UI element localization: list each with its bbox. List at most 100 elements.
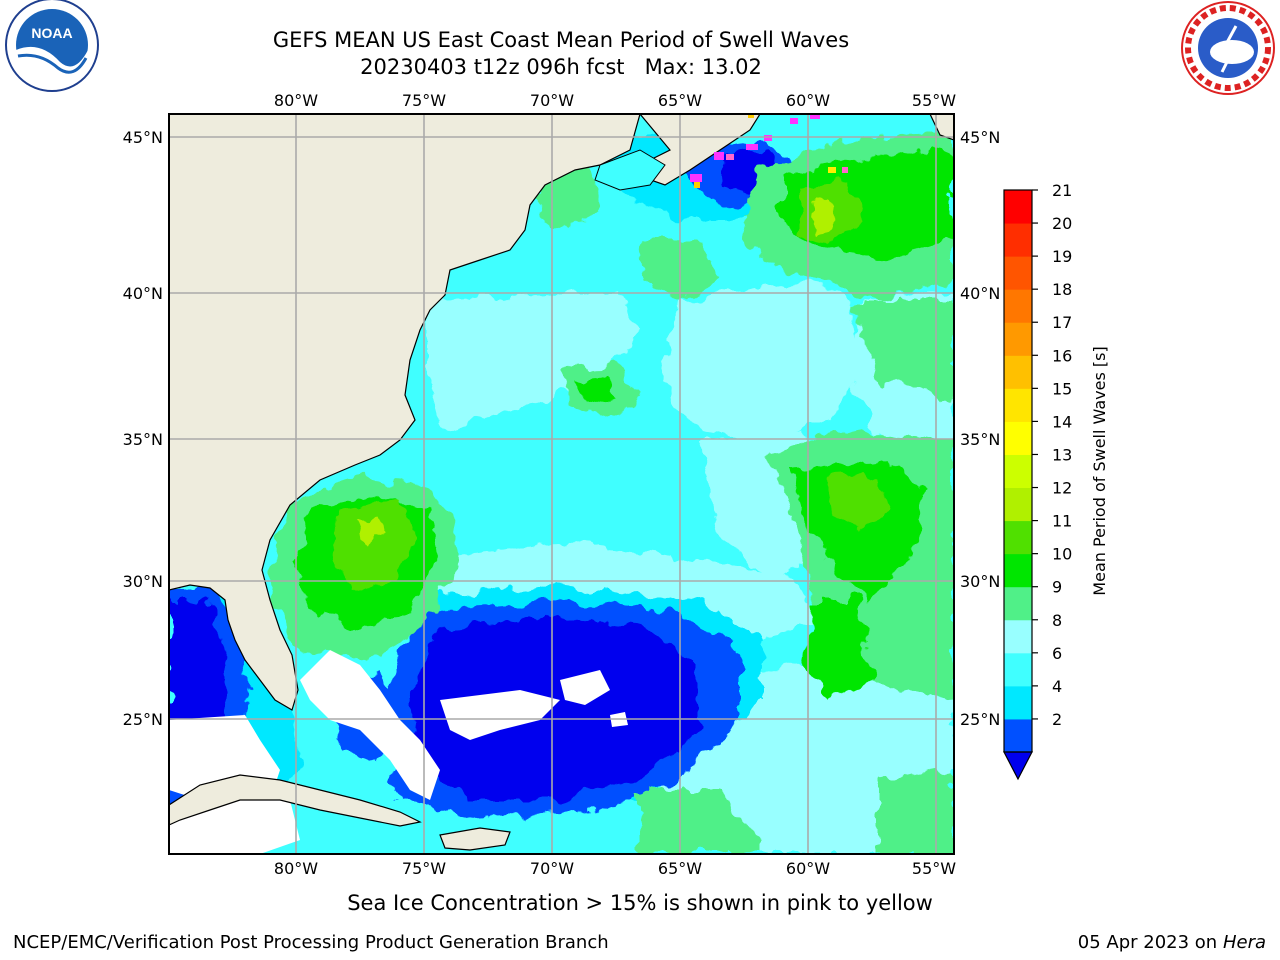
colorbar-swatch	[1004, 388, 1032, 422]
colorbar-tick-label: 14	[1052, 412, 1072, 431]
sea-ice-note-text: Sea Ice Concentration > 15% is shown in …	[347, 891, 933, 915]
hispaniola-land	[439, 827, 511, 851]
colorbar-tick-label: 16	[1052, 346, 1072, 365]
colorbar-under-arrow	[1003, 751, 1033, 781]
noaa-logo-icon: NOAA	[5, 0, 99, 92]
lon-tick-label: 65°W	[658, 859, 702, 878]
swell-period-contours	[169, 130, 954, 854]
colorbar-swatch	[1004, 718, 1032, 753]
footer-date: 05 Apr 2023 on Hera	[1078, 932, 1266, 954]
gulf-of-maine	[594, 149, 666, 191]
lat-tick-label: 45°N	[960, 128, 1000, 147]
lon-tick-label: 75°W	[402, 91, 446, 110]
map-plot-area	[169, 114, 954, 854]
map-gridlines	[169, 114, 954, 854]
footer-date-text: 05 Apr 2023 on	[1077, 932, 1223, 953]
colorbar-swatch	[1004, 421, 1032, 455]
colorbar-swatch	[1004, 619, 1032, 654]
colorbar-swatch	[1004, 256, 1032, 290]
lon-labels-bottom: 80°W 75°W 70°W 65°W 60°W 55°W	[274, 859, 956, 878]
yellow-green-swell-region	[355, 512, 388, 540]
colorbar-tick-label: 21	[1052, 181, 1072, 200]
pale-swell-region	[430, 290, 640, 430]
land-masses	[169, 114, 954, 851]
colorbar-swatch	[1004, 685, 1032, 720]
footer-host: Hera	[1222, 932, 1266, 953]
north-america-land	[169, 114, 641, 711]
lime-swell-region	[830, 475, 890, 530]
lon-tick-label: 80°W	[274, 91, 318, 110]
sea-ice-markers	[690, 114, 848, 188]
colorbar-tick-label: 4	[1052, 677, 1062, 696]
colorbar-tick-label: 12	[1052, 479, 1072, 498]
yellow-green-swell-region	[815, 195, 834, 235]
lime-swell-region	[330, 500, 415, 590]
nova-scotia-land	[639, 114, 761, 186]
lon-tick-label: 80°W	[274, 859, 318, 878]
colorbar-ticks: 21 20 19 18 17 16 15 14 13 12 11 10 9 8 6 4 2	[1032, 181, 1072, 729]
lat-labels-right: 45°N 40°N 35°N 30°N 25°N	[960, 128, 1000, 729]
colorbar-tick-label: 20	[1052, 214, 1072, 233]
colorbar-swatch	[1004, 190, 1032, 224]
colorbar-tick-label: 13	[1052, 445, 1072, 464]
lat-tick-label: 40°N	[123, 284, 163, 303]
light-green-swell-region	[640, 790, 760, 854]
colorbar-swatch	[1004, 454, 1032, 489]
colorbar-swatch	[1004, 355, 1032, 389]
colorbar-tick-label: 8	[1052, 611, 1062, 630]
green-swell-region	[575, 378, 612, 405]
colorbar-swatch	[1004, 487, 1032, 522]
colorbar-swatch	[1004, 553, 1032, 588]
light-green-swell-region	[850, 300, 954, 400]
colorbar-swatch	[1004, 520, 1032, 555]
lat-tick-label: 25°N	[960, 710, 1000, 729]
footer-credit: NCEP/EMC/Verification Post Processing Pr…	[13, 932, 609, 953]
colorbar-swatch	[1004, 652, 1032, 687]
colorbar: 21 20 19 18 17 16 15 14 13 12 11 10 9 8 6 4 2 Mean Perio…	[1003, 181, 1109, 781]
lon-tick-label: 65°W	[658, 91, 702, 110]
map-title: GEFS MEAN US East Coast Mean Period of S…	[272, 28, 850, 52]
noaa-logo-text: NOAA	[31, 25, 72, 41]
colorbar-swatch	[1004, 322, 1032, 356]
lon-tick-label: 60°W	[786, 91, 830, 110]
lat-tick-label: 25°N	[123, 710, 163, 729]
lat-tick-label: 45°N	[123, 128, 163, 147]
colorbar-frame	[1003, 189, 1033, 753]
colorbar-tick-label: 10	[1052, 545, 1072, 564]
colorbar-tick-label: 9	[1052, 578, 1062, 597]
map-frame	[168, 113, 955, 855]
colorbar-swatch	[1004, 586, 1032, 621]
colorbar-tick-label: 19	[1052, 247, 1072, 266]
deep-blue-swell-region	[410, 615, 700, 800]
lat-labels-left: 45°N 40°N 35°N 30°N 25°N	[123, 128, 163, 729]
map-subtitle-forecast: 20230403 t12z 096h fcst Max: 13.02	[360, 55, 762, 79]
nws-logo-icon	[1181, 1, 1275, 95]
colorbar-swatch	[1004, 223, 1032, 257]
lat-tick-label: 40°N	[960, 284, 1000, 303]
colorbar-tick-label: 15	[1052, 379, 1072, 398]
lat-tick-label: 35°N	[960, 430, 1000, 449]
lat-tick-label: 30°N	[960, 572, 1000, 591]
colorbar-tick-label: 6	[1052, 644, 1062, 663]
colorbar-swatches	[1004, 190, 1032, 753]
lon-tick-label: 55°W	[912, 91, 956, 110]
lon-tick-label: 70°W	[530, 91, 574, 110]
lon-tick-label: 70°W	[530, 859, 574, 878]
lon-tick-label: 75°W	[402, 859, 446, 878]
colorbar-tick-label: 18	[1052, 280, 1072, 299]
colorbar-tick-label: 11	[1052, 512, 1072, 531]
green-swell-region	[805, 600, 870, 700]
sea-ice-note: Sea Ice Concentration > 15% is shown in …	[0, 890, 1280, 916]
colorbar-tick-label: 2	[1052, 710, 1062, 729]
colorbar-title: Mean Period of Swell Waves [s]	[1090, 346, 1109, 595]
lon-labels-top: 80°W 75°W 70°W 65°W 60°W 55°W	[274, 91, 956, 110]
lon-tick-label: 60°W	[786, 859, 830, 878]
colorbar-tick-label: 17	[1052, 313, 1072, 332]
pale-swell-region	[660, 280, 860, 440]
lat-tick-label: 35°N	[123, 430, 163, 449]
cuba-land	[169, 774, 422, 827]
colorbar-swatch	[1004, 289, 1032, 323]
lat-tick-label: 30°N	[123, 572, 163, 591]
light-green-swell-region	[880, 770, 954, 854]
